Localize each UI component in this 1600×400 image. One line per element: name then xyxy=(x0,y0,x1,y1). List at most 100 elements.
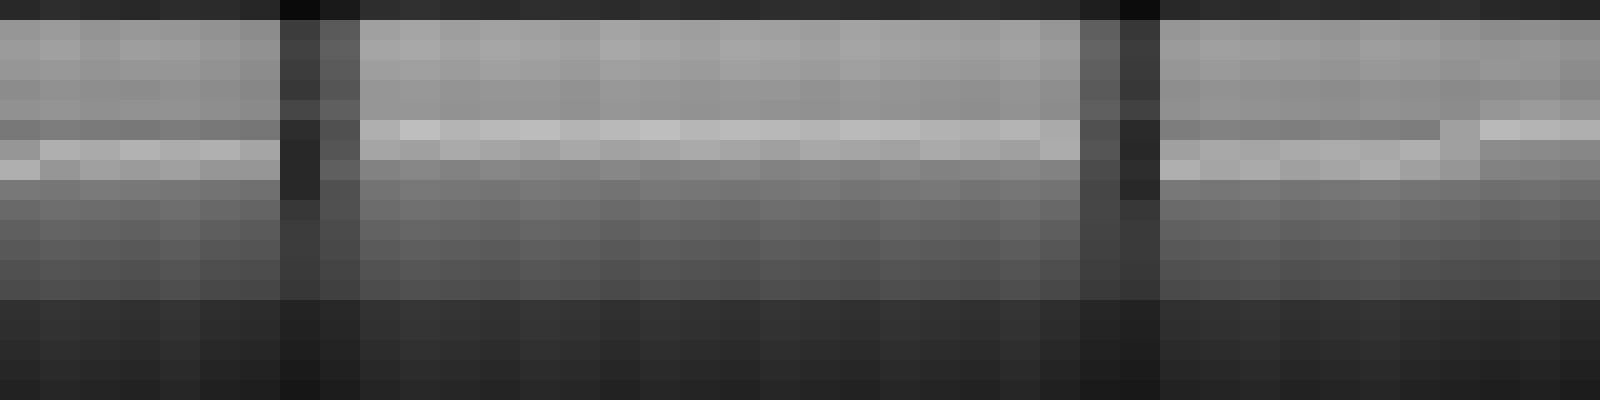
cell xyxy=(1360,100,1401,121)
cell xyxy=(1040,360,1081,381)
cell xyxy=(1200,0,1241,21)
cell xyxy=(1000,120,1041,141)
cell xyxy=(1560,100,1600,121)
cell xyxy=(800,200,841,221)
cell xyxy=(1560,220,1600,241)
cell xyxy=(1200,220,1241,241)
cell xyxy=(880,140,921,161)
cell xyxy=(1520,240,1561,261)
cell xyxy=(520,320,561,341)
cell xyxy=(40,200,81,221)
cell xyxy=(1200,60,1241,81)
cell xyxy=(640,40,681,61)
cell xyxy=(600,120,641,141)
cell xyxy=(600,380,641,400)
cell xyxy=(1240,80,1281,101)
cell xyxy=(1520,220,1561,241)
cell xyxy=(840,120,881,141)
cell xyxy=(720,60,761,81)
cell xyxy=(1160,360,1201,381)
cell xyxy=(920,240,961,261)
cell xyxy=(360,340,401,361)
cell xyxy=(160,0,201,21)
cell xyxy=(1040,0,1081,21)
cell xyxy=(1080,240,1121,261)
cell xyxy=(1200,100,1241,121)
cell xyxy=(80,60,121,81)
cell xyxy=(1080,280,1121,301)
cell xyxy=(120,220,161,241)
cell xyxy=(320,320,361,341)
cell xyxy=(1440,180,1481,201)
cell xyxy=(1200,240,1241,261)
cell xyxy=(840,0,881,21)
cell xyxy=(720,220,761,241)
cell xyxy=(1080,80,1121,101)
cell xyxy=(1440,120,1481,141)
cell xyxy=(1360,200,1401,221)
cell xyxy=(40,160,81,181)
cell xyxy=(1040,240,1081,261)
cell xyxy=(1360,300,1401,321)
cell xyxy=(920,260,961,281)
cell xyxy=(800,160,841,181)
cell xyxy=(1280,100,1321,121)
cell xyxy=(1320,160,1361,181)
cell xyxy=(1320,340,1361,361)
cell xyxy=(120,200,161,221)
cell xyxy=(560,260,601,281)
cell xyxy=(1560,200,1600,221)
cell xyxy=(1480,360,1521,381)
cell xyxy=(440,40,481,61)
cell xyxy=(1040,300,1081,321)
cell xyxy=(1280,180,1321,201)
cell xyxy=(1240,360,1281,381)
cell xyxy=(1480,40,1521,61)
cell xyxy=(1080,140,1121,161)
cell xyxy=(760,360,801,381)
cell xyxy=(80,160,121,181)
cell xyxy=(1160,160,1201,181)
cell xyxy=(640,140,681,161)
cell xyxy=(800,300,841,321)
cell xyxy=(400,380,441,400)
cell xyxy=(200,20,241,41)
cell xyxy=(920,220,961,241)
cell xyxy=(1000,280,1041,301)
cell xyxy=(1120,300,1161,321)
cell xyxy=(520,260,561,281)
cell xyxy=(560,100,601,121)
cell xyxy=(240,360,281,381)
cell xyxy=(400,100,441,121)
cell xyxy=(560,200,601,221)
cell xyxy=(640,240,681,261)
cell xyxy=(1320,240,1361,261)
cell xyxy=(1040,320,1081,341)
cell xyxy=(1160,200,1201,221)
cell xyxy=(1560,40,1600,61)
cell xyxy=(1480,120,1521,141)
cell xyxy=(600,60,641,81)
cell xyxy=(360,180,401,201)
cell xyxy=(1520,340,1561,361)
cell xyxy=(120,240,161,261)
cell xyxy=(1320,360,1361,381)
cell xyxy=(600,320,641,341)
cell xyxy=(640,200,681,221)
cell xyxy=(320,340,361,361)
cell xyxy=(1240,60,1281,81)
cell xyxy=(160,220,201,241)
cell xyxy=(880,300,921,321)
cell xyxy=(920,40,961,61)
cell xyxy=(1080,20,1121,41)
cell xyxy=(480,360,521,381)
cell xyxy=(80,0,121,21)
cell xyxy=(400,320,441,341)
cell xyxy=(600,280,641,301)
cell xyxy=(520,20,561,41)
cell xyxy=(520,380,561,400)
cell xyxy=(1000,220,1041,241)
cell xyxy=(1560,300,1600,321)
cell xyxy=(280,180,321,201)
cell xyxy=(1280,300,1321,321)
